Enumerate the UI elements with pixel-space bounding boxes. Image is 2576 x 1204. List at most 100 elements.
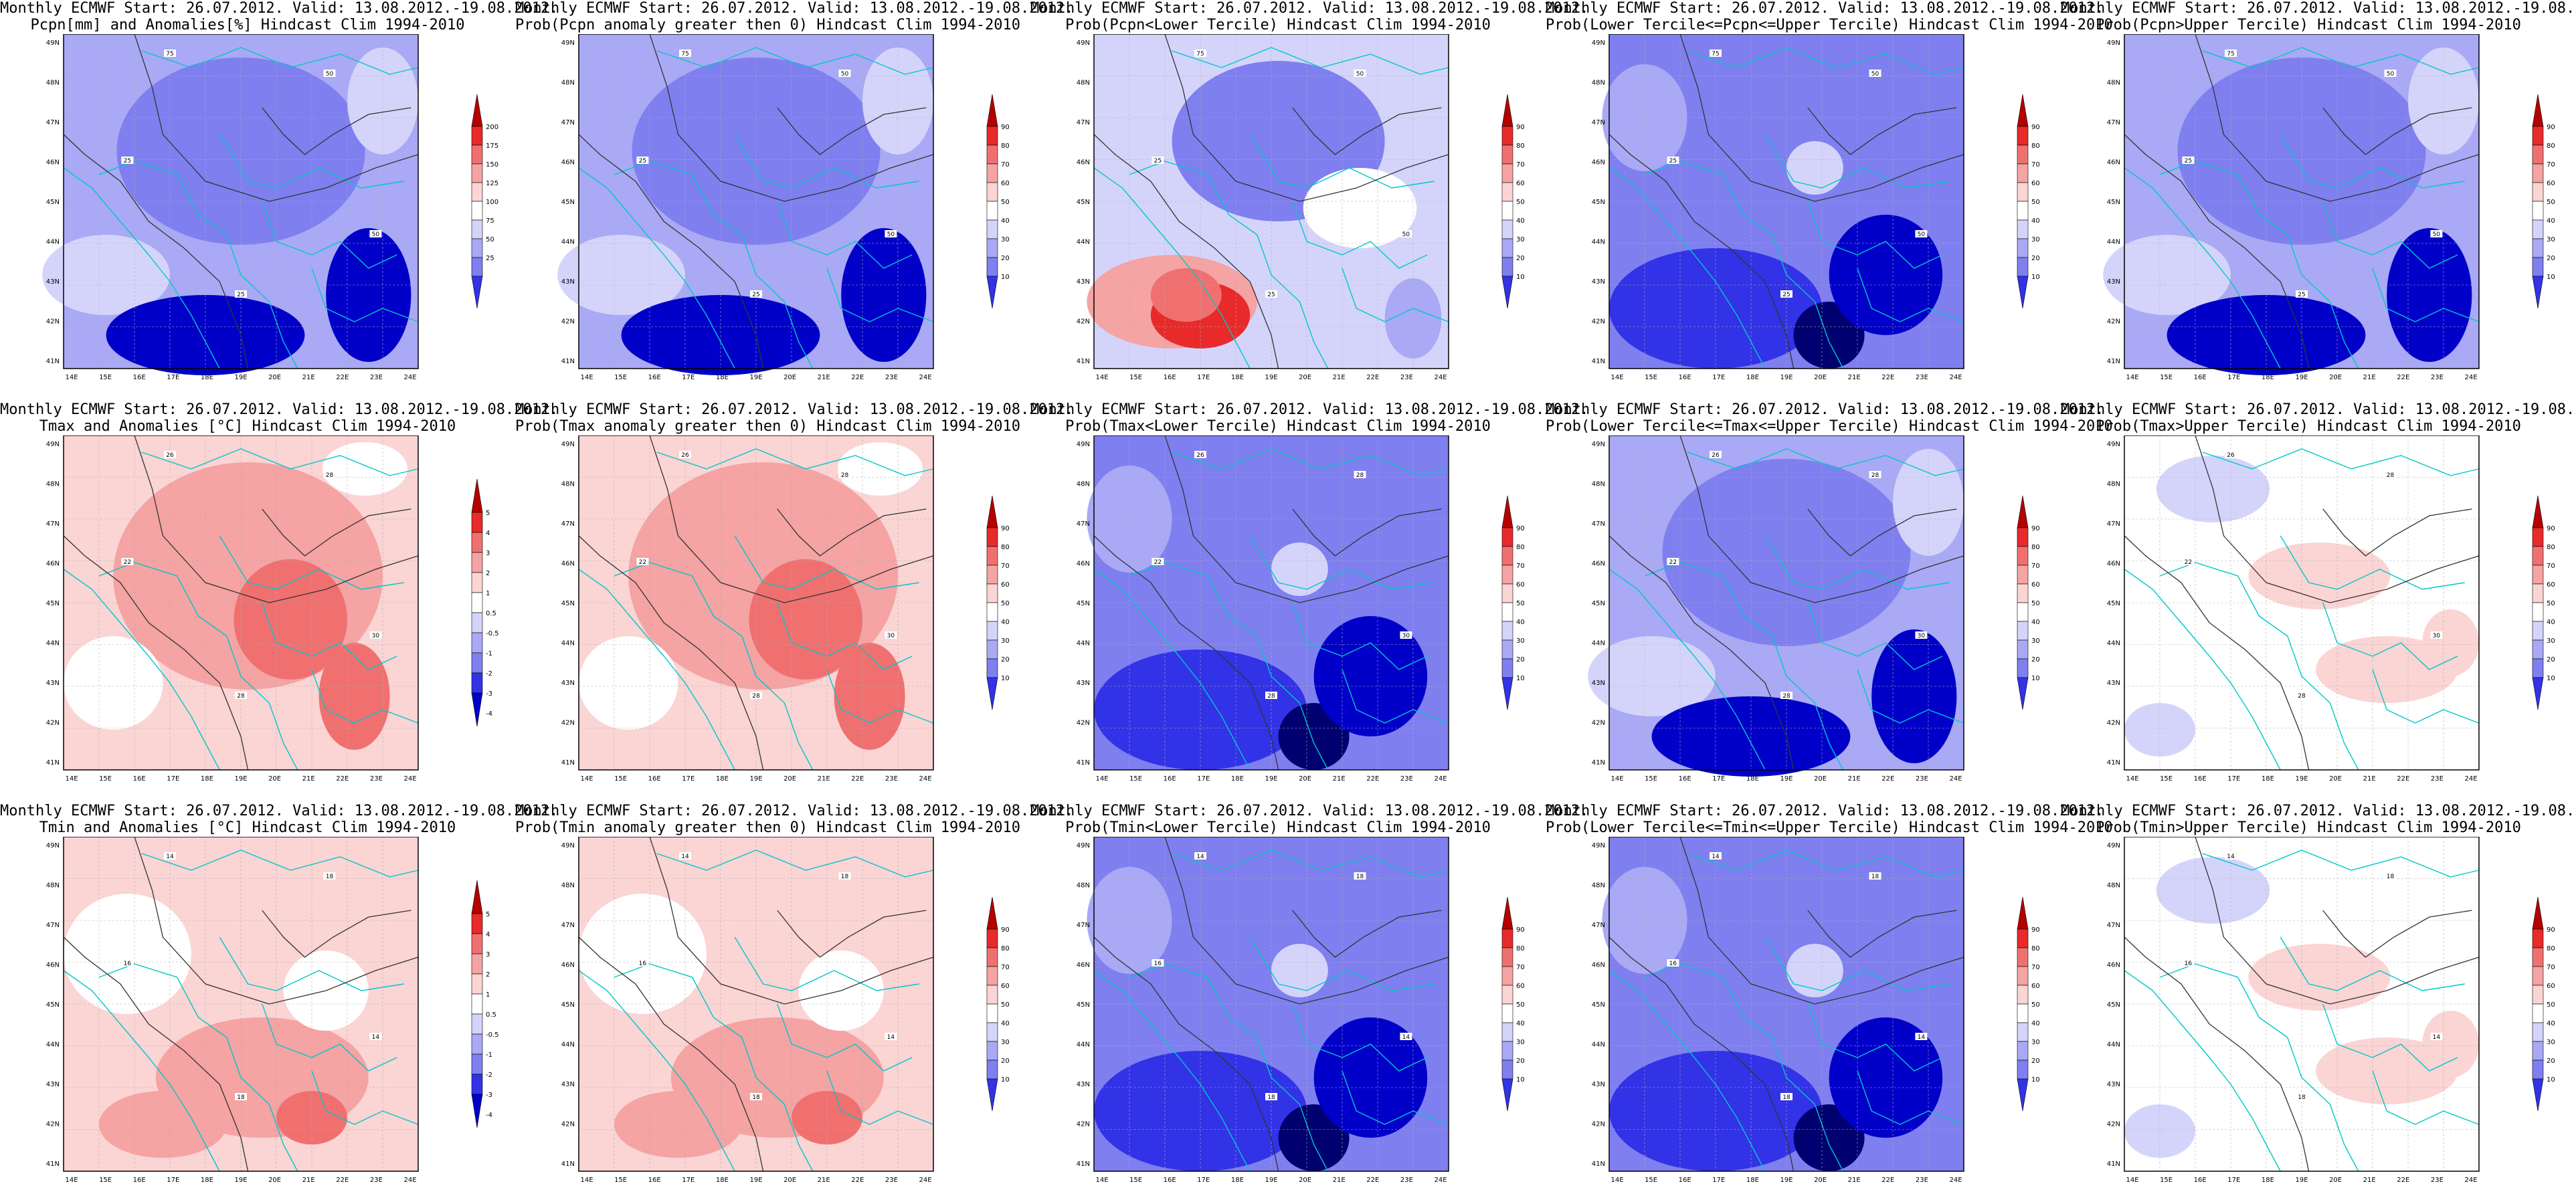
color-scale-box — [986, 966, 998, 986]
contour-label: 28 — [752, 693, 760, 700]
country-border — [1644, 963, 1844, 1172]
color-scale-label: 1 — [486, 991, 490, 999]
color-scale-label: 60 — [2031, 983, 2040, 990]
map-frame — [63, 34, 419, 369]
color-scale-box — [2017, 1003, 2029, 1023]
field-region — [1602, 867, 1687, 974]
longitude-label: 22E — [851, 374, 864, 381]
color-scale-label: 90 — [1516, 525, 1525, 532]
color-scale-box — [471, 1074, 483, 1095]
panel-title-line2: Prob(Tmin anomaly greater then 0) Hindca… — [515, 819, 1020, 836]
contour-label: 22 — [1669, 559, 1677, 566]
map-panel: Monthly ECMWF Start: 26.07.2012. Valid: … — [1546, 0, 2113, 401]
color-scale-box — [1501, 658, 1513, 678]
longitude-label: 14E — [1611, 1177, 1623, 1184]
longitude-label: 14E — [1095, 374, 1108, 381]
longitude-label: 21E — [818, 775, 830, 783]
country-border — [734, 134, 919, 189]
longitude-label: 21E — [1848, 775, 1861, 783]
contour-label-box — [1710, 852, 1722, 860]
color-scale-box — [2532, 144, 2544, 165]
longitude-label: 24E — [1434, 1177, 1447, 1184]
longitude-label: 24E — [919, 374, 931, 381]
color-scale-box — [2532, 201, 2544, 221]
country-border — [262, 201, 397, 269]
latitude-label: 49N — [1077, 441, 1090, 448]
country-border — [1129, 562, 1329, 771]
country-border — [98, 963, 298, 1172]
longitude-label: 16E — [133, 775, 146, 783]
color-scale-label: 80 — [2547, 142, 2555, 150]
color-scale-box — [2017, 621, 2029, 641]
longitude-label: 16E — [2194, 1177, 2207, 1184]
contour-label: 75 — [1712, 51, 1719, 58]
latitude-label: 41N — [1592, 1161, 1605, 1168]
latitude-label: 46N — [1077, 962, 1090, 969]
longitude-label: 14E — [580, 775, 593, 783]
contour-label: 50 — [326, 71, 334, 78]
color-scale-label: 70 — [1516, 563, 1525, 570]
country-border — [2124, 167, 2281, 369]
color-scale-box — [986, 182, 998, 202]
latitude-label: 49N — [46, 39, 60, 47]
country-border — [2159, 963, 2359, 1172]
latitude-label: 44N — [1592, 1041, 1605, 1049]
country-border — [2159, 562, 2359, 771]
longitude-label: 17E — [1712, 775, 1725, 783]
color-scale-label: 80 — [1516, 945, 1525, 952]
contour-label: 18 — [326, 874, 334, 880]
latitude-label: 43N — [46, 1081, 60, 1088]
color-scale-label: 100 — [486, 199, 498, 206]
color-scale-label: 50 — [1001, 1001, 1010, 1009]
contour-label: 50 — [2433, 231, 2441, 238]
latitude-label: 45N — [561, 1001, 575, 1009]
map-panel: Monthly ECMWF Start: 26.07.2012. Valid: … — [1546, 803, 2113, 1204]
field-region — [1786, 944, 1843, 997]
latitude-label: 45N — [46, 1001, 60, 1009]
color-scale-label: 30 — [2031, 1039, 2040, 1046]
longitude-label: 16E — [648, 1177, 661, 1184]
panel-title-line1: Monthly ECMWF Start: 26.07.2012. Valid: … — [1546, 803, 2104, 819]
contour-label: 50 — [1918, 231, 1926, 238]
latitude-label: 41N — [46, 1161, 60, 1168]
contour-label-box — [369, 230, 382, 237]
longitude-label: 16E — [648, 374, 661, 381]
color-scale-label: 10 — [1001, 1076, 1010, 1084]
color-scale: 90 80 70 60 50 40 30 20 10 — [986, 897, 1010, 1111]
color-scale-label: 2 — [486, 570, 490, 577]
color-scale-box — [1501, 947, 1513, 967]
longitude-label: 19E — [1780, 1177, 1792, 1184]
contour-label: 14 — [2433, 1034, 2441, 1041]
longitude-label: 18E — [2262, 374, 2274, 381]
country-border — [63, 569, 220, 771]
contour-label-box — [1915, 631, 1928, 639]
map-frame — [1608, 435, 1964, 771]
map-panel: Monthly ECMWF Start: 26.07.2012. Valid: … — [515, 803, 1073, 1204]
map-frame — [1608, 34, 1964, 369]
latitude-label: 42N — [1077, 318, 1090, 326]
color-scale-box — [2017, 602, 2029, 622]
color-scale-label: 50 — [1001, 600, 1010, 607]
contour-label: 75 — [166, 51, 173, 58]
longitude-label: 18E — [2262, 1177, 2274, 1184]
latitude-label: 41N — [1077, 358, 1090, 365]
climatology-contour — [262, 107, 411, 155]
longitude-label: 16E — [2194, 775, 2207, 783]
climatology-contour — [63, 936, 249, 1172]
color-scale-box — [471, 913, 483, 934]
longitude-label: 16E — [1679, 1177, 1691, 1184]
climatology-contour — [1093, 134, 1279, 369]
latitude-label: 42N — [1592, 1121, 1605, 1128]
color-scale-label: 40 — [1001, 1020, 1010, 1027]
contour-label-box — [1400, 230, 1412, 237]
panel-title: Monthly ECMWF Start: 26.07.2012. Valid: … — [1030, 401, 1588, 435]
color-scale-label: 40 — [1001, 217, 1010, 225]
forecast-map: 49N 48N 47N 46N 45N 44N 43N 42N 41N 14E 15E 16E 17E 1… — [561, 435, 934, 783]
contour-label-box — [164, 49, 176, 57]
country-border — [1249, 936, 1435, 991]
panel-title-line1: Monthly ECMWF Start: 26.07.2012. Valid: … — [515, 401, 1074, 418]
contour-label: 50 — [841, 71, 849, 78]
color-scale-box — [1501, 546, 1513, 566]
latitude-label: 48N — [46, 882, 60, 890]
contour-label: 14 — [1402, 1034, 1410, 1041]
